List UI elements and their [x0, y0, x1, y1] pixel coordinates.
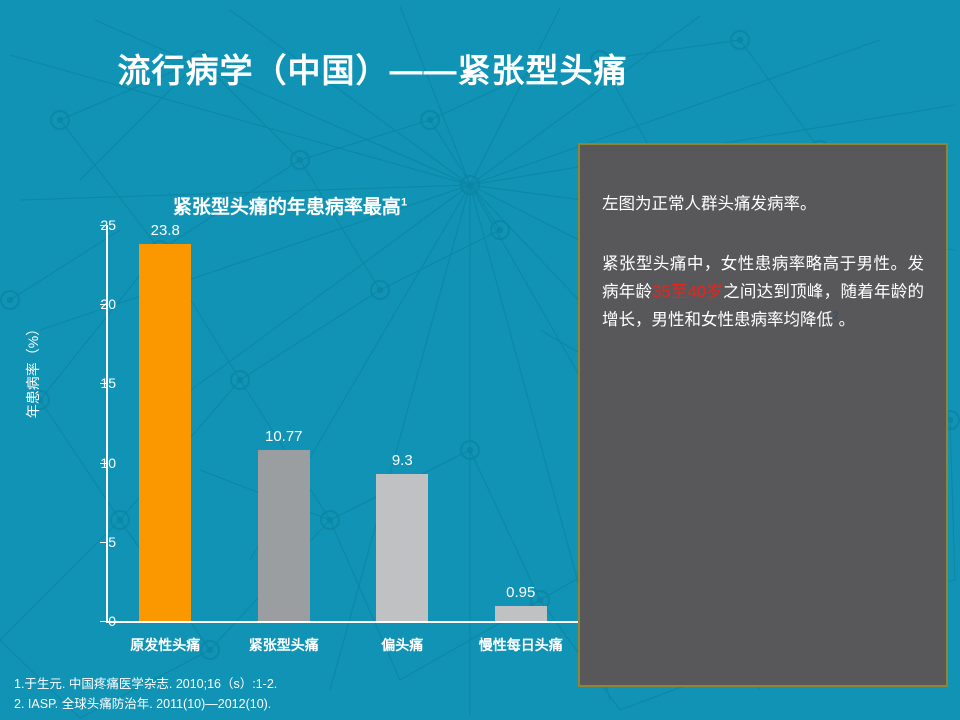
chart-title: 紧张型头痛的年患病率最高1 [60, 192, 520, 219]
y-axis-tick-mark [100, 462, 106, 464]
chart-title-text: 紧张型头痛的年患病率最高 [172, 197, 401, 218]
page-title: 流行病学（中国）——紧张型头痛 [117, 52, 628, 89]
bar-3: 9.3 偏头痛 [376, 452, 429, 653]
bar-1: 23.8 原发性头痛 [130, 222, 200, 653]
footnote-1: 1.于生元. 中国疼痛医学杂志. 2010;16（s）:1-2. [14, 677, 278, 692]
x-axis-line [106, 621, 580, 623]
note-text-part3: 。 [838, 311, 856, 330]
chart-title-superscript: 1 [400, 196, 408, 209]
y-axis-tick-mark [100, 304, 106, 306]
y-axis-tick-mark [100, 225, 106, 226]
y-axis-tick-label: 20 [100, 296, 116, 313]
bar-value-label: 10.77 [264, 428, 303, 446]
y-axis-tick-mark [100, 383, 106, 385]
y-axis-tick-mark [100, 541, 106, 543]
bar-chart: 紧张型头痛的年患病率最高1 年患病率（%） 0 5 10 15 20 25 23.8 原发性… [0, 120, 580, 665]
y-axis-line [106, 225, 108, 621]
x-axis-category-label: 紧张型头痛 [248, 637, 319, 653]
y-axis-tick-mark [100, 621, 106, 622]
footnotes: 1.于生元. 中国疼痛医学杂志. 2010;16（s）:1-2. 2. IASP… [14, 675, 277, 714]
y-axis-tick-label: 15 [100, 375, 116, 392]
bar-2: 10.77 紧张型头痛 [249, 428, 319, 653]
y-axis-tick-label: 10 [100, 454, 116, 471]
y-axis-tick-label: 25 [100, 217, 116, 233]
note-paragraph-1: 左图为正常人群头痛发病率。 [602, 195, 817, 213]
note-panel: 左图为正常人群头痛发病率。 紧张型头痛中，女性患病率略高于男性。发病年龄35至4… [578, 143, 948, 687]
y-axis-tick-label: 5 [108, 533, 116, 550]
bar-value-label: 0.95 [506, 583, 536, 601]
x-axis-category-label: 慢性每日头痛 [478, 637, 563, 653]
footnote-2: 2. IASP. 全球头痛防治年. 2011(10)—2012(10). [14, 696, 272, 711]
note-paragraph-2: 紧张型头痛中，女性患病率略高于男性。发病年龄35至40岁之间达到顶峰，随着年龄的… [602, 250, 924, 335]
note-highlight-age-range: 35至40岁 [652, 283, 724, 302]
y-axis-tick-label: 0 [108, 613, 116, 629]
bar-value-label: 23.8 [150, 222, 180, 240]
plot-area: 0 5 10 15 20 25 23.8 原发性头痛 10.77 紧张型头痛 9.3 偏头痛 0.95… [100, 217, 580, 653]
x-axis-category-label: 原发性头痛 [130, 637, 201, 653]
x-axis-category-label: 偏头痛 [381, 637, 424, 653]
note-panel-body: 左图为正常人群头痛发病率。 紧张型头痛中，女性患病率略高于男性。发病年龄35至4… [580, 145, 946, 335]
y-axis-label: 年患病率（%） [25, 321, 41, 419]
bar-value-label: 9.3 [391, 451, 413, 469]
bar-4: 0.95 慢性每日头痛 [479, 584, 563, 653]
